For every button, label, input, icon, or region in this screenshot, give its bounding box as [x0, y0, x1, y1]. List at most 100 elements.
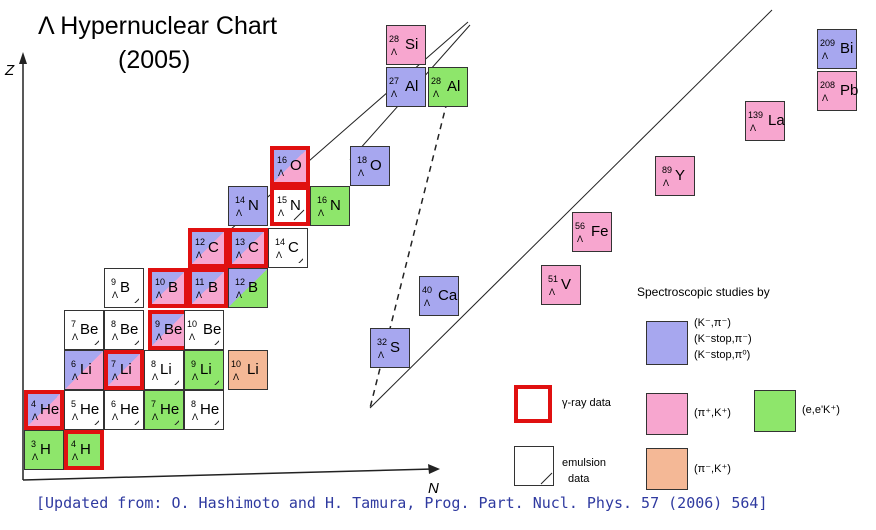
- element-symbol: C: [288, 239, 299, 256]
- chart-subtitle: (2005): [118, 46, 191, 74]
- mass-number: 208: [820, 80, 836, 90]
- legend-title: Spectroscopic studies by: [637, 285, 770, 299]
- n-axis-arrowhead: [428, 464, 440, 474]
- legend-swatch-gamma: [514, 385, 552, 423]
- element-symbol: Pb: [840, 82, 859, 99]
- mass-number: 16: [277, 155, 288, 165]
- mass-number: 3: [31, 439, 37, 449]
- nuclide-label: 10 Λ B: [152, 272, 184, 304]
- nuclide-label: 8 Λ He: [185, 391, 223, 429]
- legend-emulsion-label: emulsion data: [562, 456, 606, 488]
- emulsion-corner-mark: [134, 298, 139, 303]
- nuclide-15N: 15 Λ N: [270, 186, 310, 226]
- nuclide-27Al: 27 Λ Al: [386, 67, 426, 107]
- nuclide-12C: 12 Λ C: [188, 228, 228, 268]
- element-symbol: H: [80, 441, 91, 458]
- citation[interactable]: [Updated from: O. Hashimoto and H. Tamur…: [36, 494, 768, 512]
- emulsion-corner-mark: [540, 472, 553, 485]
- lambda-subscript: Λ: [152, 372, 159, 382]
- lambda-subscript: Λ: [276, 250, 283, 260]
- element-symbol: C: [248, 239, 259, 256]
- nuclide-label: 16 Λ O: [274, 150, 306, 182]
- nuclide-label: 16 Λ N: [311, 187, 349, 225]
- element-symbol: He: [40, 401, 60, 418]
- element-symbol: Li: [247, 361, 259, 378]
- lambda-subscript: Λ: [358, 168, 365, 178]
- nuclide-label: 9 Λ Be: [152, 314, 184, 346]
- lambda-subscript: Λ: [32, 412, 39, 422]
- legend-emulsion-line-1: emulsion: [562, 457, 607, 469]
- nuclide-9Be: 9 Λ Be: [148, 310, 188, 350]
- nuclide-label: 40 Λ Ca: [420, 277, 458, 315]
- lambda-subscript: Λ: [424, 298, 431, 308]
- lambda-subscript: Λ: [112, 372, 119, 382]
- lambda-subscript: Λ: [72, 332, 79, 342]
- lambda-subscript: Λ: [72, 372, 79, 382]
- element-symbol: N: [248, 197, 259, 214]
- n-axis: [22, 468, 434, 481]
- lambda-subscript: Λ: [278, 208, 285, 218]
- lambda-subscript: Λ: [112, 332, 119, 342]
- nuclide-7Be: 7 Λ Be: [64, 310, 104, 350]
- lambda-subscript: Λ: [32, 452, 39, 462]
- nuclide-label: 28 Λ Al: [429, 68, 467, 106]
- mass-number: 7: [151, 399, 157, 409]
- nuclide-208Pb: 208 Λ Pb: [817, 71, 859, 111]
- nuclide-label: 4 Λ He: [28, 394, 60, 426]
- lambda-subscript: Λ: [278, 168, 285, 178]
- emulsion-corner-mark: [174, 380, 179, 385]
- legend-kpi-reactions: (K⁻,π⁻) (K⁻stop,π⁻) (K⁻stop,π⁰): [694, 316, 752, 364]
- mass-number: 11: [195, 277, 205, 287]
- element-symbol: O: [290, 157, 302, 174]
- element-symbol: Ca: [438, 287, 458, 304]
- nuclide-32S: 32 Λ S: [370, 328, 410, 368]
- legend-swatch-pik: [646, 393, 688, 435]
- nuclide-51V: 51 Λ V: [541, 265, 581, 305]
- legend-swatch-eek: [754, 390, 796, 432]
- mass-number: 4: [31, 399, 37, 409]
- nuclide-label: 51 Λ V: [542, 266, 580, 304]
- nuclide-14N: 14 Λ N: [228, 186, 268, 226]
- element-symbol: C: [208, 239, 219, 256]
- mass-number: 51: [548, 274, 559, 284]
- element-symbol: La: [768, 112, 785, 129]
- nuclide-4He: 4 Λ He: [24, 390, 64, 430]
- mass-number: 12: [235, 277, 246, 287]
- element-symbol: B: [168, 279, 179, 296]
- nuclide-10Be: 10 Λ Be: [184, 310, 224, 350]
- element-symbol: He: [80, 401, 100, 418]
- nuclide-7He: 7 Λ He: [144, 390, 184, 430]
- nuclide-209Bi: 209 Λ Bi: [817, 29, 857, 69]
- mass-number: 8: [151, 359, 157, 369]
- legend-kpi-line-2: (K⁻stop,π⁻): [694, 332, 752, 345]
- nuclide-label: 14 Λ N: [229, 187, 267, 225]
- element-symbol: Be: [203, 321, 222, 338]
- nuclide-label: 10 Λ Li: [229, 351, 267, 389]
- mass-number: 9: [155, 319, 161, 329]
- mass-number: 6: [111, 399, 117, 409]
- nuclide-label: 12 Λ C: [192, 232, 224, 264]
- legend-emulsion-line-2: data: [568, 472, 590, 485]
- nuclide-label: 14 Λ C: [269, 229, 307, 267]
- emulsion-corner-mark: [94, 420, 99, 425]
- nuclide-label: 7 Λ He: [145, 391, 183, 429]
- legend-eek-label: (e,e'K⁺): [802, 404, 840, 416]
- nuclide-label: 18 Λ O: [351, 147, 389, 185]
- mass-number: 16: [317, 195, 328, 205]
- element-symbol: Be: [120, 321, 139, 338]
- lambda-subscript: Λ: [549, 287, 556, 297]
- mass-number: 32: [377, 337, 388, 347]
- element-symbol: B: [248, 279, 259, 296]
- element-symbol: He: [200, 401, 220, 418]
- nuclide-label: 6 Λ He: [105, 391, 143, 429]
- mass-number: 7: [71, 319, 77, 329]
- lambda-subscript: Λ: [192, 412, 199, 422]
- element-symbol: Fe: [591, 223, 609, 240]
- nuclide-56Fe: 56 Λ Fe: [572, 212, 612, 252]
- element-symbol: H: [40, 441, 51, 458]
- mass-number: 10: [231, 359, 242, 369]
- z-axis-label: Z: [5, 62, 15, 79]
- mass-number: 10: [187, 319, 198, 329]
- mass-number: 10: [155, 277, 166, 287]
